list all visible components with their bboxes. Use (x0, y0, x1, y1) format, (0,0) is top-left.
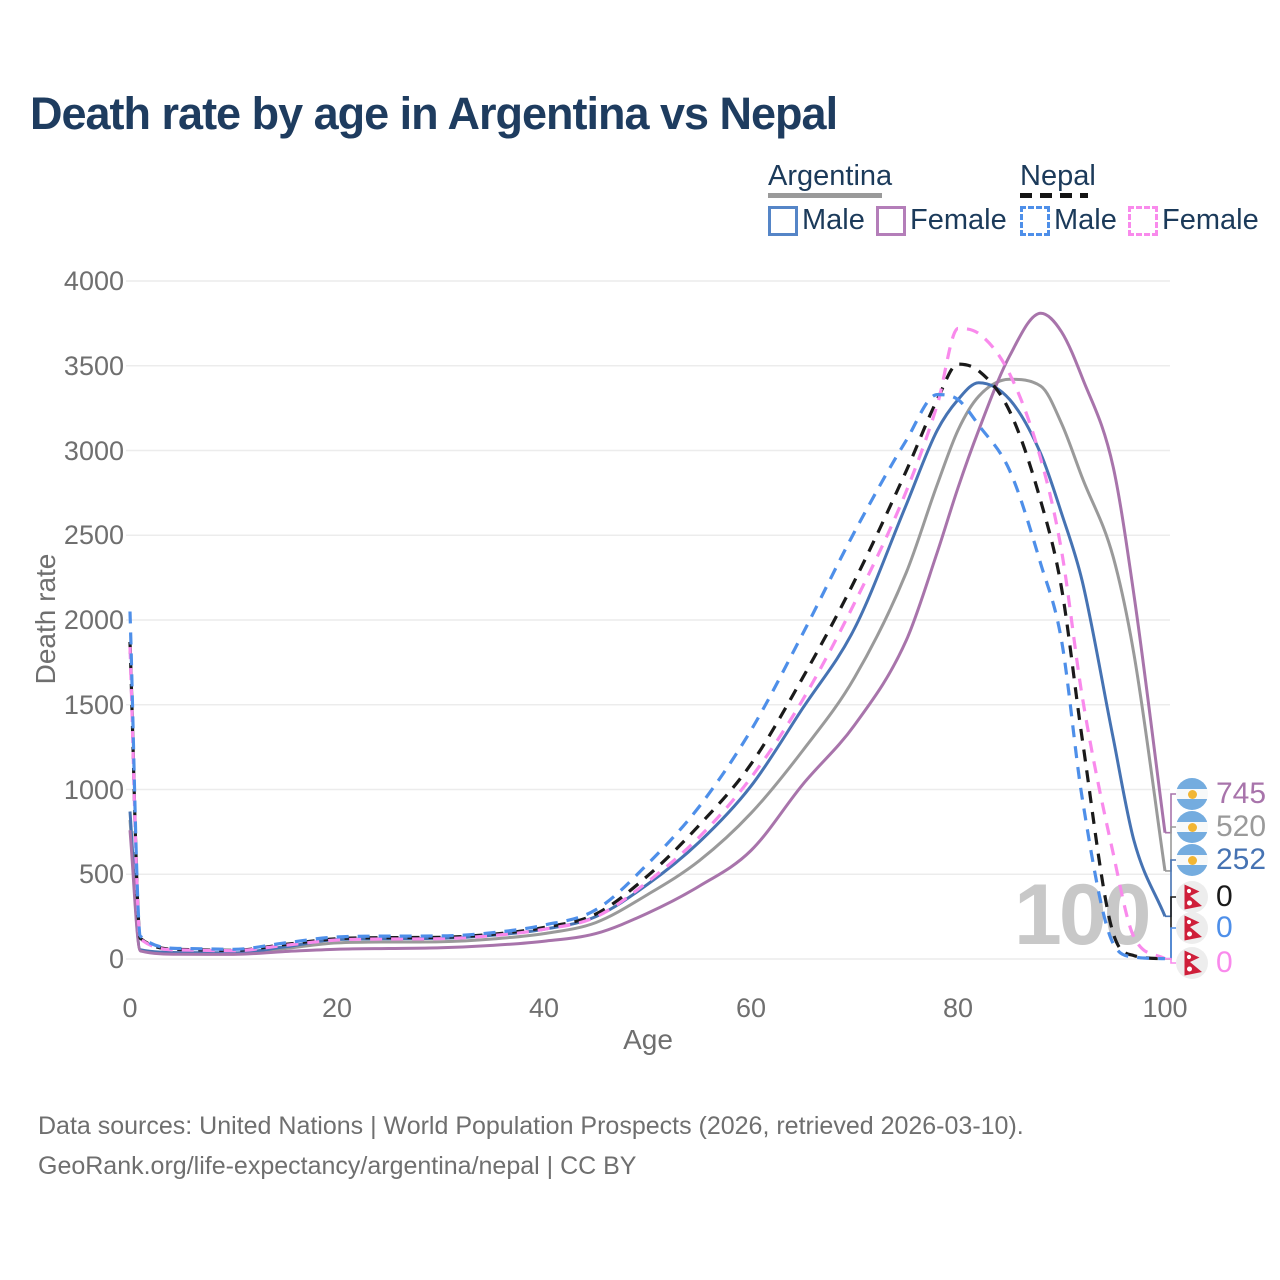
end-value-label: 520 (1216, 810, 1267, 843)
page-title: Death rate by age in Argentina vs Nepal (30, 88, 838, 139)
series-line-nepal-male (128, 392, 1166, 961)
watermark-age-readout: 100 (1014, 867, 1151, 963)
leader-line (1165, 793, 1176, 834)
nepal-flag-icon (1176, 947, 1208, 979)
x-tick-label: 100 (1142, 993, 1188, 1023)
y-tick-label: 2000 (63, 605, 124, 635)
x-tick-label: 0 (122, 993, 138, 1023)
end-value-label: 0 (1216, 880, 1233, 913)
leader-line (1165, 859, 1176, 918)
y-tick-label: 4000 (63, 266, 124, 296)
series-line-argentina-both-sexes (128, 377, 1167, 956)
legend-swatch-nepal-female[interactable] (1128, 206, 1158, 236)
end-value-label: 252 (1216, 843, 1267, 876)
y-tick-label: 1500 (63, 689, 124, 720)
nepal-flag-icon (1176, 881, 1208, 913)
series-line-nepal-both-sexes (128, 362, 1166, 961)
legend-item-argentina-female[interactable]: Female (910, 204, 1007, 236)
nepal-dashed-line-sample (1020, 193, 1088, 198)
legend-item-nepal-female[interactable]: Female (1162, 204, 1259, 236)
end-value-label: 0 (1216, 911, 1233, 944)
end-value-row: 252 (1176, 844, 1266, 876)
y-tick-label: 500 (78, 859, 124, 890)
legend-swatch-argentina-female[interactable] (876, 206, 906, 236)
y-tick-label: 1000 (63, 774, 124, 805)
legend-swatch-nepal-male[interactable] (1020, 206, 1050, 236)
legend-item-nepal-male[interactable]: Male (1054, 204, 1117, 236)
legend-item-argentina-male[interactable]: Male (802, 204, 865, 236)
legend-swatch-argentina-male[interactable] (768, 206, 798, 236)
end-value-row: 0 (1176, 912, 1233, 944)
end-value-row: 0 (1176, 947, 1233, 979)
legend-group-argentina-label: Argentina (768, 160, 893, 192)
y-tick-label: 0 (108, 944, 124, 974)
argentina-flag-icon (1176, 778, 1208, 810)
leader-line (1165, 957, 1176, 964)
y-tick-label: 2500 (63, 520, 124, 551)
nepal-flag-icon (1176, 912, 1208, 944)
y-tick-label: 3000 (63, 435, 124, 466)
series-line-argentina-male (128, 381, 1167, 955)
y-axis-title: Death rate (30, 553, 61, 685)
attribution-text: GeoRank.org/life-expectancy/argentina/ne… (38, 1152, 637, 1180)
y-tick-label: 3500 (63, 350, 124, 381)
series-line-nepal-female (128, 326, 1166, 961)
x-tick-label: 60 (735, 993, 767, 1023)
leader-line (1165, 927, 1176, 960)
x-tick-label: 40 (528, 993, 560, 1023)
footer: Data sources: United Nations | World Pop… (38, 1106, 1024, 1186)
series-line-argentina-female (128, 311, 1167, 956)
x-tick-label: 80 (942, 993, 974, 1023)
argentina-flag-icon (1176, 844, 1208, 876)
x-axis-title: Age (623, 1024, 673, 1055)
data-sources-text: Data sources: United Nations | World Pop… (38, 1112, 1024, 1140)
end-value-label: 745 (1216, 777, 1267, 810)
argentina-flag-icon (1176, 811, 1208, 843)
argentina-solid-line-sample (768, 193, 882, 198)
end-value-row: 745 (1176, 778, 1266, 810)
end-value-row: 520 (1176, 811, 1266, 843)
end-value-label: 0 (1216, 946, 1233, 979)
legend-group-nepal-label: Nepal (1020, 160, 1096, 192)
leader-line (1165, 826, 1176, 872)
end-value-row: 0 (1176, 881, 1233, 913)
x-tick-label: 20 (321, 993, 353, 1023)
